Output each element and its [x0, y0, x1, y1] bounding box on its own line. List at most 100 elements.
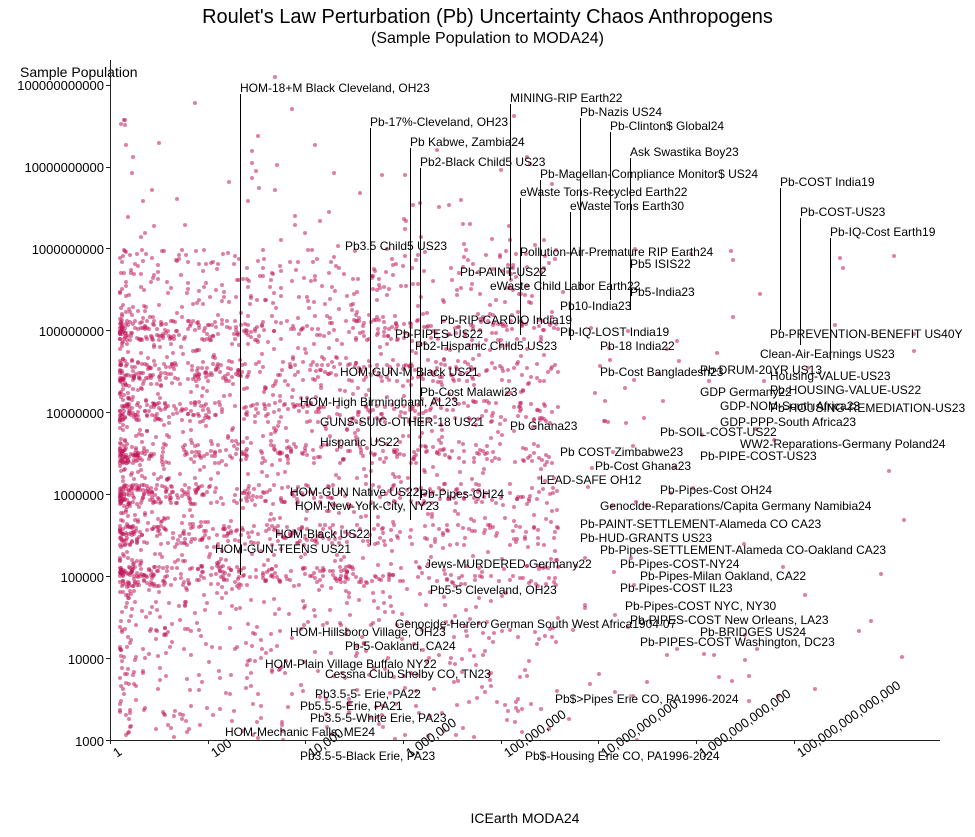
data-point [323, 302, 327, 306]
data-point [244, 457, 248, 461]
data-point [452, 635, 456, 639]
data-point [530, 486, 534, 490]
data-point [357, 319, 361, 323]
data-point [543, 404, 547, 408]
data-point [141, 259, 145, 263]
data-point [190, 537, 194, 541]
data-point [359, 580, 363, 584]
data-point [430, 512, 434, 516]
data-point [321, 574, 325, 578]
data-point [485, 457, 489, 461]
data-point [278, 516, 282, 520]
data-point [133, 365, 137, 369]
data-point [145, 541, 149, 545]
data-point [352, 292, 356, 296]
data-point [264, 414, 268, 418]
data-point [538, 416, 542, 420]
data-point [228, 626, 232, 630]
data-point [458, 470, 462, 474]
data-point [297, 295, 301, 299]
data-point [386, 656, 390, 660]
data-point [358, 370, 362, 374]
data-point [278, 264, 282, 268]
data-point [194, 482, 198, 486]
data-point [453, 416, 457, 420]
data-point [304, 351, 308, 355]
data-point [134, 655, 138, 659]
data-point [293, 404, 297, 408]
data-point [377, 485, 381, 489]
data-point [380, 713, 384, 717]
data-point [405, 620, 409, 624]
data-point [195, 348, 199, 352]
data-point [457, 271, 461, 275]
data-point [205, 545, 209, 549]
data-point [243, 322, 247, 326]
data-point [197, 688, 201, 692]
data-point [269, 632, 273, 636]
data-point [210, 645, 214, 649]
data-point [477, 373, 481, 377]
data-point [198, 723, 202, 727]
data-point [269, 512, 273, 516]
data-point [448, 366, 452, 370]
data-point [392, 483, 396, 487]
data-point [164, 651, 168, 655]
data-point [610, 504, 614, 508]
data-point [459, 482, 463, 486]
data-point [364, 580, 368, 584]
data-point [347, 710, 351, 714]
data-point [612, 570, 616, 574]
data-point [255, 402, 259, 406]
data-point [283, 671, 287, 675]
data-point [309, 402, 313, 406]
data-point [327, 372, 331, 376]
data-point [214, 486, 218, 490]
data-point [233, 404, 237, 408]
data-point [175, 259, 179, 263]
data-point [879, 572, 883, 576]
data-point [214, 572, 218, 576]
data-point [332, 328, 336, 332]
data-point [523, 535, 527, 539]
data-point [372, 666, 376, 670]
data-point [416, 575, 420, 579]
data-point [184, 253, 188, 257]
data-point [259, 549, 263, 553]
data-point [272, 291, 276, 295]
data-point [150, 582, 154, 586]
data-point [237, 575, 241, 579]
data-point [132, 682, 136, 686]
data-point [442, 568, 446, 572]
data-point [310, 248, 314, 252]
data-point [358, 527, 362, 531]
data-point [469, 517, 473, 521]
data-point [382, 539, 386, 543]
data-point [278, 458, 282, 462]
data-point [357, 598, 361, 602]
data-point [552, 580, 556, 584]
data-point [266, 420, 270, 424]
data-point [150, 188, 154, 192]
data-point [489, 574, 493, 578]
data-point [180, 418, 184, 422]
data-point [268, 518, 272, 522]
data-point [170, 381, 174, 385]
data-point [532, 417, 536, 421]
data-point [382, 334, 386, 338]
data-point [401, 264, 405, 268]
data-point [227, 180, 231, 184]
data-point [525, 284, 529, 288]
data-point [447, 203, 451, 207]
data-point [293, 373, 297, 377]
data-point [311, 377, 315, 381]
data-point [143, 656, 147, 660]
data-point [133, 262, 137, 266]
data-point [437, 205, 441, 209]
y-tick-label: 100000000000 [17, 78, 104, 93]
data-point [261, 266, 265, 270]
data-point [743, 658, 747, 662]
data-point [376, 327, 380, 331]
data-point [180, 494, 184, 498]
data-point [392, 523, 396, 527]
